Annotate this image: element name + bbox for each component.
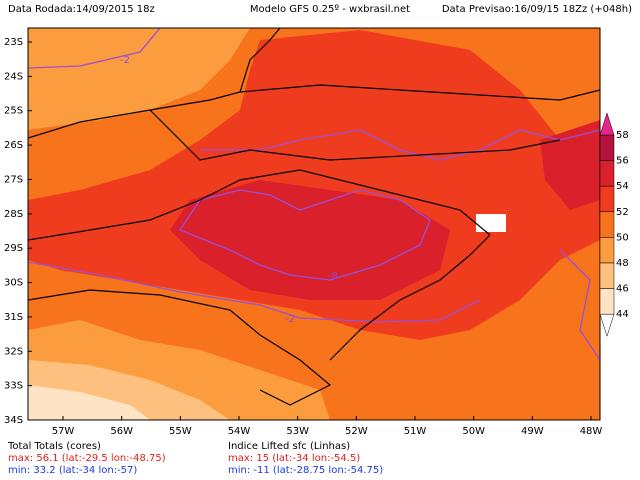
lat-label: 33S <box>4 381 23 392</box>
lon-label: 49W <box>521 426 544 437</box>
field <box>28 30 600 340</box>
colorbar-label: 48 <box>616 258 629 269</box>
lon-label: 55W <box>169 426 192 437</box>
lat-label: 26S <box>4 140 23 151</box>
contour-label: -2 <box>120 55 130 66</box>
field <box>170 180 450 300</box>
colorbar-label: 56 <box>616 156 629 167</box>
lon-label: 57W <box>52 426 75 437</box>
colorbar-segment <box>599 134 615 161</box>
field <box>28 28 250 130</box>
lat-label: 34S <box>4 415 23 426</box>
tt-max: max: 56.1 (lat:-29.5 lon:-48.75) <box>8 453 166 464</box>
colorbar-label: 54 <box>616 181 629 192</box>
lat-label: 28S <box>4 209 23 220</box>
contour-label: -8 <box>328 271 338 282</box>
colorbar-segment <box>599 160 615 187</box>
lon-label: 52W <box>345 426 368 437</box>
colorbar-label: 50 <box>616 232 629 243</box>
axes: 23S 24S 25S 26S 27S 28S 29S 30S 31S 32S 33S 34S 57W 5… <box>4 37 602 437</box>
lat-label: 30S <box>4 278 23 289</box>
lat-label: 29S <box>4 243 23 254</box>
forecast-date: Data Previsao:16/09/15 18Zz (+048h) <box>442 4 632 15</box>
li-min: min: -11 (lat:-28.75 lon:-54.75) <box>228 465 383 476</box>
lon-label: 48W <box>580 426 603 437</box>
run-date: Data Rodada:14/09/2015 18z <box>8 4 155 15</box>
tt-title: Total Totals (cores) <box>7 441 101 452</box>
colorbar-segment <box>599 262 615 289</box>
lon-label: 51W <box>404 426 427 437</box>
colorbar-segment <box>599 237 615 264</box>
colorbar-segment <box>599 288 615 315</box>
model-name: Modelo GFS 0.25º - wxbrasil.net <box>250 4 410 15</box>
lat-label: 27S <box>4 174 23 185</box>
field <box>476 214 506 232</box>
lat-label: 24S <box>4 71 23 82</box>
colorbar-label: 58 <box>616 130 629 141</box>
colorbar: 58 56 54 52 50 48 46 44 <box>599 112 629 338</box>
lat-label: 31S <box>4 312 23 323</box>
lat-label: 23S <box>4 37 23 48</box>
borders <box>28 28 600 406</box>
colorbar-label: 46 <box>616 284 629 295</box>
field <box>28 385 150 420</box>
map: -2 -8 -2 <box>28 28 600 420</box>
lon-label: 50W <box>462 426 485 437</box>
colorbar-segment <box>599 211 615 238</box>
lat-label: 25S <box>4 106 23 117</box>
colorbar-label: 44 <box>616 309 629 320</box>
contour-label: -2 <box>285 314 295 325</box>
colorbar-label: 52 <box>616 207 629 218</box>
li-max: max: 15 (lat:-34 lon:-54.5) <box>228 453 360 464</box>
field <box>540 120 600 210</box>
colorbar-top <box>599 112 615 136</box>
lat-label: 32S <box>4 346 23 357</box>
colorbar-bottom <box>599 313 615 338</box>
li-title: Indice Lifted sfc (Linhas) <box>228 441 350 452</box>
lon-label: 53W <box>286 426 309 437</box>
tt-min: min: 33.2 (lat:-34 lon:-57) <box>8 465 137 476</box>
lon-label: 56W <box>110 426 133 437</box>
lon-label: 54W <box>228 426 251 437</box>
colorbar-segment <box>599 185 615 213</box>
